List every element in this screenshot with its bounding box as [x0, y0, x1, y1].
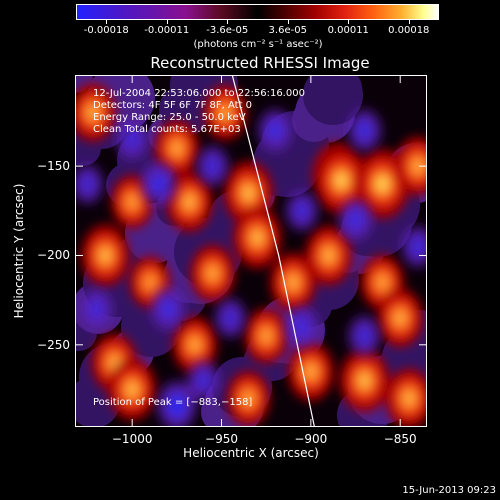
hot-spot	[375, 175, 390, 193]
info-detectors: Detectors: 4F 5F 6F 7F 8F, Att 0	[93, 100, 253, 111]
y-axis-label: Heliocentric Y (arcsec)	[12, 183, 26, 319]
cold-spot	[225, 312, 236, 324]
cold-spot	[359, 329, 370, 342]
hot-spot	[242, 391, 254, 406]
cold-spot	[350, 213, 361, 227]
cold-spot	[91, 303, 102, 316]
background-blob	[303, 75, 363, 125]
cold-spot	[162, 302, 173, 316]
cold-spot	[297, 320, 307, 334]
hot-spot	[403, 390, 416, 407]
heatmap-plot	[75, 75, 427, 427]
colorbar-tick	[287, 20, 289, 24]
cold-spot	[207, 160, 218, 173]
hot-spot	[126, 381, 139, 398]
peak-position-label: Position of Peak = [−883,−158]	[93, 397, 253, 408]
colorbar-tick-label: -0.00018	[83, 25, 129, 36]
hot-spot	[287, 274, 299, 290]
hot-spot	[358, 372, 371, 389]
hot-spot	[260, 328, 272, 343]
hot-spot	[206, 266, 219, 281]
colorbar-tick	[106, 20, 108, 24]
cold-spot	[270, 124, 281, 137]
colorbar	[76, 4, 439, 20]
cold-spot	[170, 398, 183, 413]
chart-title: Reconstructed RHESSI Image	[150, 54, 370, 72]
colorbar-tick	[348, 20, 350, 24]
hot-spot	[322, 247, 335, 264]
cold-spot	[153, 177, 165, 191]
y-tick-label: −250	[37, 337, 70, 352]
x-tick-label: −1000	[111, 432, 153, 446]
cold-spot	[297, 204, 307, 217]
plot-frame	[75, 75, 427, 427]
cold-spot	[359, 124, 370, 137]
hot-spot	[412, 158, 424, 174]
hot-spot	[144, 275, 156, 289]
info-time-range: 12-Jul-2004 22:53:06.000 to 22:56:16.000	[93, 88, 305, 99]
colorbar-tick-label: 0.00011	[327, 25, 369, 36]
hot-spots-layer	[75, 82, 427, 427]
cold-spots-layer	[75, 110, 427, 427]
x-axis-label: Heliocentric X (arcsec)	[183, 446, 319, 460]
cold-spot	[127, 133, 137, 146]
cold-spot	[413, 240, 423, 253]
cold-spot	[198, 374, 209, 387]
colorbar-tick-label: 0.00018	[388, 25, 430, 36]
colorbar-tick-label: 3.6e-05	[268, 25, 307, 36]
info-clean-counts: Clean Total counts: 5.67E+03	[93, 124, 241, 135]
colorbar-unit-label: (photons cm⁻² s⁻¹ asec⁻²)	[193, 39, 323, 50]
colorbar-tick-label: -3.6e-05	[206, 25, 249, 36]
axis-ticks	[75, 75, 427, 427]
generation-timestamp: 15-Jun-2013 09:23	[402, 485, 496, 496]
hot-spot	[219, 105, 231, 120]
cold-spot	[82, 178, 93, 190]
y-tick-label: −150	[37, 159, 70, 174]
x-tick-label: −950	[205, 432, 238, 446]
hot-spot	[126, 195, 138, 209]
hot-spot	[171, 141, 183, 156]
colorbar-tick-label: -0.00011	[144, 25, 190, 36]
x-tick-label: −850	[383, 432, 417, 446]
hot-spot	[99, 247, 112, 264]
hot-spot	[183, 194, 196, 210]
colorbar-tick	[166, 20, 168, 24]
colorbar-tick	[227, 20, 229, 24]
y-tick-label: −200	[37, 248, 70, 263]
info-energy-range: Energy Range: 25.0 - 50.0 keV	[93, 112, 246, 123]
solar-limb-line	[231, 75, 316, 427]
x-tick-label: −900	[294, 432, 328, 446]
hot-spot	[251, 229, 264, 246]
hot-spot	[87, 105, 99, 120]
hot-spot	[376, 275, 388, 290]
hot-spot	[334, 171, 348, 190]
colorbar-tick	[408, 20, 410, 24]
hot-spot	[394, 310, 406, 326]
hot-spot	[189, 337, 201, 353]
hot-spot	[305, 364, 317, 380]
hot-spot	[242, 184, 255, 201]
